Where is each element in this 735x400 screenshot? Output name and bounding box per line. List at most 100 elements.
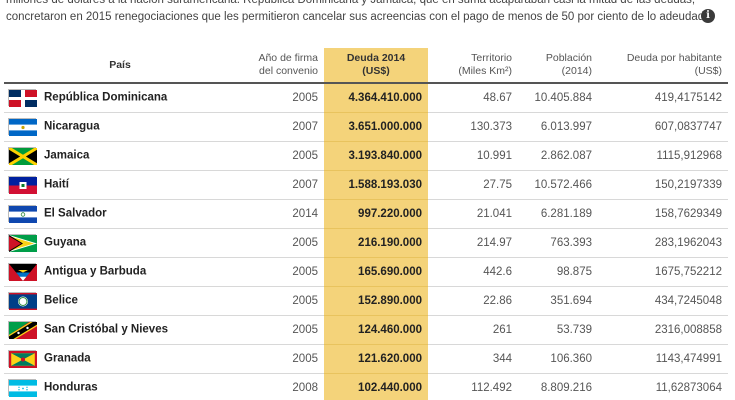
antigua-and-barbuda-flag-icon xyxy=(8,263,37,281)
year-cell: 2005 xyxy=(236,83,324,113)
country-name: Haití xyxy=(44,178,69,191)
country-cell: El Salvador xyxy=(4,199,236,229)
country-name: Honduras xyxy=(44,381,98,394)
table-row[interactable]: Guyana 2005 216.190.000 214.97 763.393 283,19… xyxy=(4,228,728,258)
territory-cell: 261 xyxy=(428,315,518,345)
jamaica-flag-icon xyxy=(8,146,38,167)
table-row[interactable]: Jamaica 2005 3.193.840.000 10.991 2.862.087 1… xyxy=(4,141,728,171)
table-row[interactable]: Nicaragua 2007 3.651.000.000 130.373 6.013.9… xyxy=(4,112,728,142)
debt-per-capita-cell: 1143,474991 xyxy=(598,344,728,374)
country-cell: San Cristóbal y Nieves xyxy=(4,315,236,345)
territory-cell: 442.6 xyxy=(428,257,518,287)
population-cell: 2.862.087 xyxy=(518,141,598,171)
territory-cell: 10.991 xyxy=(428,141,518,171)
debt-per-capita-cell: 11,62873064 xyxy=(598,373,728,400)
table-header-row: País Año de firma del convenio Deuda 2014… xyxy=(4,48,728,84)
country-name: Nicaragua xyxy=(44,120,100,133)
year-cell: 2005 xyxy=(236,141,324,171)
debt-cell: 4.364.410.000 xyxy=(324,83,428,113)
year-cell: 2014 xyxy=(236,199,324,229)
column-header-country[interactable]: País xyxy=(4,48,236,84)
debt-cell: 3.651.000.000 xyxy=(324,112,428,142)
table-row[interactable]: Honduras 2008 102.440.000 112.492 8.809.216 1… xyxy=(4,373,728,400)
year-cell: 2005 xyxy=(236,257,324,287)
column-header-territory[interactable]: Territorio (Miles Km²) xyxy=(428,48,518,84)
debt-cell: 165.690.000 xyxy=(324,257,428,287)
intro-paragraph: millones de dólares a la nación surameri… xyxy=(6,0,714,26)
territory-cell: 48.67 xyxy=(428,83,518,113)
country-cell: Honduras xyxy=(4,373,236,400)
territory-cell: 22.86 xyxy=(428,286,518,316)
population-cell: 6.281.189 xyxy=(518,199,598,229)
debt-cell: 3.193.840.000 xyxy=(324,141,428,171)
country-name: República Dominicana xyxy=(44,91,168,104)
debt-per-capita-cell: 434,7245048 xyxy=(598,286,728,316)
debt-per-capita-cell: 2316,008858 xyxy=(598,315,728,345)
debt-cell: 152.890.000 xyxy=(324,286,428,316)
country-cell: República Dominicana xyxy=(4,83,236,113)
table-row[interactable]: Granada 2005 121.620.000 344 106.360 1143,474… xyxy=(4,344,728,374)
table-row[interactable]: República Dominicana 2005 4.364.410.000 48.… xyxy=(4,83,728,113)
column-header-population[interactable]: Población (2014) xyxy=(518,48,598,84)
debt-cell: 216.190.000 xyxy=(324,228,428,258)
debt-per-capita-cell: 1675,752212 xyxy=(598,257,728,287)
table-row[interactable]: San Cristóbal y Nieves 2005 124.460.000 261… xyxy=(4,315,728,345)
territory-cell: 344 xyxy=(428,344,518,374)
country-cell: Guyana xyxy=(4,228,236,258)
dominican-republic-flag-icon xyxy=(8,89,37,108)
debt-per-capita-cell: 158,7629349 xyxy=(598,199,728,229)
year-cell: 2008 xyxy=(236,373,324,400)
year-cell: 2005 xyxy=(236,315,324,345)
debt-per-capita-cell: 607,0837747 xyxy=(598,112,728,142)
year-cell: 2007 xyxy=(236,170,324,200)
debt-per-capita-cell: 150,2197339 xyxy=(598,170,728,200)
country-name: Jamaica xyxy=(44,149,90,162)
year-cell: 2005 xyxy=(236,228,324,258)
population-cell: 10.572.466 xyxy=(518,170,598,200)
territory-cell: 27.75 xyxy=(428,170,518,200)
nicaragua-flag-icon xyxy=(8,118,37,136)
table-row[interactable]: Haití 2007 1.588.193.030 27.75 10.572.466 150… xyxy=(4,170,728,200)
country-cell: Haití xyxy=(4,170,236,200)
country-cell: Jamaica xyxy=(4,141,236,171)
territory-cell: 130.373 xyxy=(428,112,518,142)
population-cell: 98.875 xyxy=(518,257,598,287)
country-name: Antigua y Barbuda xyxy=(44,265,147,278)
guyana-flag-icon xyxy=(8,234,37,252)
population-cell: 53.739 xyxy=(518,315,598,345)
territory-cell: 21.041 xyxy=(428,199,518,229)
table-row[interactable]: El Salvador 2014 997.220.000 21.041 6.281.18… xyxy=(4,199,728,229)
territory-cell: 214.97 xyxy=(428,228,518,258)
debt-per-capita-cell: 419,4175142 xyxy=(598,83,728,113)
country-name: Guyana xyxy=(44,236,87,249)
population-cell: 6.013.997 xyxy=(518,112,598,142)
country-cell: Granada xyxy=(4,344,236,374)
population-cell: 351.694 xyxy=(518,286,598,316)
saint-kitts-and-nevis-flag-icon xyxy=(7,319,39,342)
debt-per-capita-cell: 1115,912968 xyxy=(598,141,728,171)
debt-table: País Año de firma del convenio Deuda 2014… xyxy=(4,48,728,400)
table-row[interactable]: Antigua y Barbuda 2005 165.690.000 442.6 98.… xyxy=(4,257,728,287)
grenada-flag-icon xyxy=(8,350,37,368)
intro-line-2: concretaron en 2015 renegociaciones que … xyxy=(6,11,714,23)
debt-cell: 997.220.000 xyxy=(324,199,428,229)
el-salvador-flag-icon xyxy=(8,205,37,223)
debt-per-capita-cell: 283,1962043 xyxy=(598,228,728,258)
info-icon[interactable]: i xyxy=(701,9,715,23)
country-name: El Salvador xyxy=(44,207,107,220)
column-header-debt[interactable]: Deuda 2014 (US$) xyxy=(324,48,428,84)
territory-cell: 112.492 xyxy=(428,373,518,400)
population-cell: 763.393 xyxy=(518,228,598,258)
debt-cell: 102.440.000 xyxy=(324,373,428,400)
table-row[interactable]: Belice 2005 152.890.000 22.86 351.694 434,724… xyxy=(4,286,728,316)
haiti-flag-icon xyxy=(8,176,37,194)
column-header-debt-per-capita[interactable]: Deuda por habitante (US$) xyxy=(598,48,728,84)
table-body: República Dominicana 2005 4.364.410.000 48.… xyxy=(4,83,728,400)
country-name: Belice xyxy=(44,294,78,307)
column-header-year[interactable]: Año de firma del convenio xyxy=(236,48,324,84)
population-cell: 10.405.884 xyxy=(518,83,598,113)
intro-line-1: millones de dólares a la nación surameri… xyxy=(6,0,696,6)
belize-flag-icon xyxy=(8,292,37,310)
country-name: Granada xyxy=(44,352,91,365)
country-cell: Belice xyxy=(4,286,236,316)
